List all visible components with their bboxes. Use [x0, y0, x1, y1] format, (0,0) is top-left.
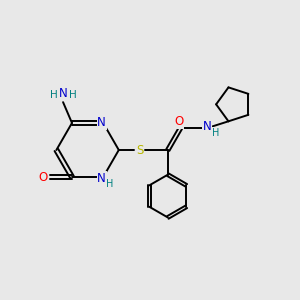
Text: N: N — [203, 120, 212, 133]
Text: O: O — [174, 115, 184, 128]
Text: O: O — [38, 170, 48, 184]
Text: S: S — [136, 143, 143, 157]
Text: N: N — [97, 172, 106, 185]
Text: N: N — [59, 87, 68, 100]
Text: H: H — [50, 90, 58, 100]
Text: H: H — [69, 90, 77, 100]
Text: H: H — [212, 128, 220, 138]
Text: H: H — [106, 178, 113, 189]
Text: N: N — [97, 116, 106, 130]
